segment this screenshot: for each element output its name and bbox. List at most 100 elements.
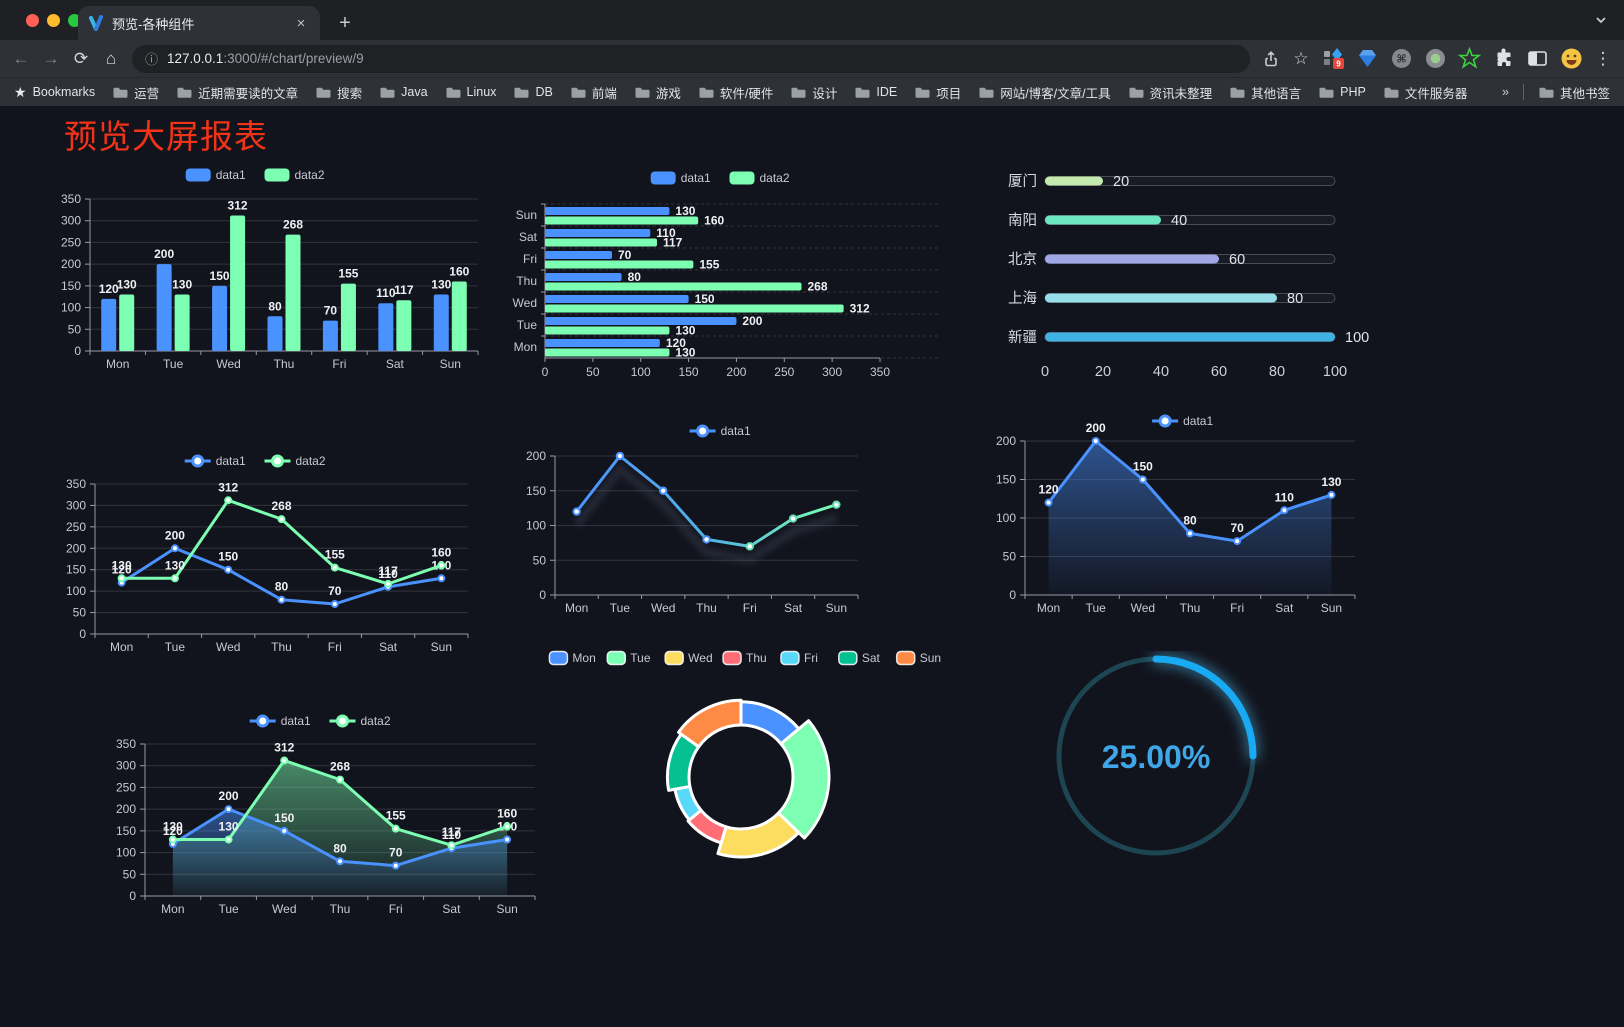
point-data1[interactable] [437, 574, 446, 583]
point-data2[interactable] [168, 835, 177, 844]
pie-sector-Sun[interactable] [677, 698, 743, 749]
pie-sector-Fri[interactable] [673, 784, 703, 822]
pie-sector-Tue[interactable] [776, 719, 831, 840]
pie-sector-Wed[interactable] [716, 811, 801, 859]
bookmark-folder-文件服务器[interactable]: 文件服务器 [1383, 83, 1467, 102]
point-data1[interactable] [659, 486, 668, 495]
hbar-data1-Thu[interactable] [545, 273, 622, 281]
capsule-bar-新疆[interactable] [1045, 332, 1335, 342]
bookmarks-overflow-chevron[interactable]: » [1502, 85, 1509, 99]
point-data2[interactable] [224, 496, 233, 505]
point-data2[interactable] [330, 563, 339, 572]
point-data2[interactable] [437, 561, 446, 570]
hbar-data2-Fri[interactable] [545, 260, 694, 269]
capsule-bar-南阳[interactable] [1045, 215, 1161, 225]
bar-data2-Sat[interactable] [396, 300, 412, 351]
hbar-data2-Mon[interactable] [545, 348, 670, 357]
point-data2[interactable] [336, 775, 344, 784]
point-data1[interactable] [1327, 490, 1336, 499]
hbar-data1-Sun[interactable] [545, 207, 670, 215]
other-bookmarks-folder[interactable]: 其他书签 [1538, 83, 1610, 102]
bookmark-folder-Java[interactable]: Java [379, 85, 428, 99]
hbar-data2-Wed[interactable] [545, 304, 844, 313]
point-data2[interactable] [277, 515, 286, 524]
reload-icon[interactable]: ⟳ [73, 48, 89, 68]
bookmark-folder-近期需要读的文章[interactable]: 近期需要读的文章 [176, 83, 298, 102]
close-window-button[interactable] [26, 14, 39, 27]
bookmark-star-icon[interactable]: ☆ [1293, 48, 1309, 68]
point-data1[interactable] [1186, 529, 1194, 538]
bookmark-folder-其他语言[interactable]: 其他语言 [1229, 83, 1301, 102]
legend-item-data2[interactable]: data2 [264, 454, 326, 468]
bookmark-folder-搜索[interactable]: 搜索 [315, 83, 362, 102]
bar-data2-Wed[interactable] [230, 215, 246, 351]
home-icon[interactable]: ⌂ [105, 48, 117, 68]
capsule-bar-厦门[interactable] [1045, 176, 1103, 186]
bookmark-folder-设计[interactable]: 设计 [790, 83, 837, 102]
bar-data1-Mon[interactable] [101, 298, 117, 351]
legend-item-data2[interactable]: data2 [329, 714, 391, 728]
point-data1[interactable] [1233, 537, 1242, 546]
bar-data1-Thu[interactable] [267, 316, 283, 351]
bookmark-folder-软件/硬件[interactable]: 软件/硬件 [698, 83, 773, 102]
hbar-data1-Wed[interactable] [545, 295, 689, 303]
bookmark-folder-资讯未整理[interactable]: 资讯未整理 [1128, 83, 1212, 102]
new-tab-button[interactable]: + [339, 11, 351, 34]
tab-close-icon[interactable]: × [296, 14, 306, 32]
extension-green-star-icon[interactable] [1456, 46, 1482, 72]
point-data1[interactable] [1138, 475, 1147, 484]
point-data2[interactable] [384, 579, 393, 588]
hbar-data1-Sat[interactable] [545, 229, 651, 237]
bar-data2-Sun[interactable] [451, 281, 467, 351]
back-arrow-icon[interactable]: ← [12, 48, 30, 68]
point-data1[interactable] [788, 514, 798, 523]
legend-item-data1[interactable]: data1 [650, 171, 711, 185]
hbar-data2-Tue[interactable] [545, 326, 670, 335]
point-data1[interactable] [224, 805, 233, 814]
point-data1[interactable] [224, 565, 233, 574]
bookmark-folder-IDE[interactable]: IDE [854, 85, 897, 99]
capsule-bar-北京[interactable] [1045, 254, 1219, 264]
point-data1[interactable] [170, 544, 179, 553]
legend-item-Sat[interactable]: Sat [838, 650, 881, 666]
bookmark-folder-Linux[interactable]: Linux [445, 85, 496, 99]
bar-data2-Thu[interactable] [285, 234, 301, 351]
hbar-data2-Sat[interactable] [545, 238, 657, 247]
bookmark-folder-项目[interactable]: 项目 [914, 83, 961, 102]
bar-data1-Tue[interactable] [156, 264, 172, 351]
legend-item-Fri[interactable]: Fri [780, 650, 818, 666]
point-data2[interactable] [280, 756, 289, 765]
point-data1[interactable] [832, 500, 841, 509]
hbar-data1-Mon[interactable] [545, 339, 660, 347]
point-data1[interactable] [615, 451, 625, 461]
browser-tab[interactable]: 预览-各种组件 × [78, 6, 320, 40]
extension-emoji-icon[interactable] [1558, 46, 1584, 72]
bar-data2-Tue[interactable] [174, 294, 190, 351]
point-data1[interactable] [280, 826, 289, 835]
site-info-icon[interactable]: ⓘ [145, 52, 159, 67]
address-bar[interactable]: ⓘ 127.0.0.1:3000/#/chart/preview/9 [132, 44, 1250, 73]
bar-data1-Fri[interactable] [322, 320, 338, 351]
legend-item-Tue[interactable]: Tue [606, 650, 651, 666]
legend-item-Sun[interactable]: Sun [895, 650, 941, 666]
point-data1[interactable] [391, 861, 400, 870]
bookmark-folder-网站/博客/文章/工具[interactable]: 网站/博客/文章/工具 [978, 83, 1111, 102]
bar-data2-Fri[interactable] [340, 283, 356, 351]
point-data2[interactable] [503, 822, 512, 831]
legend-item-data1[interactable]: data1 [1152, 414, 1213, 428]
point-data2[interactable] [224, 835, 233, 844]
point-data1[interactable] [702, 535, 711, 544]
bookmark-folder-前端[interactable]: 前端 [570, 83, 617, 102]
bookmark-folder-DB[interactable]: DB [513, 85, 553, 99]
point-data1[interactable] [1044, 498, 1053, 507]
browser-menu-icon[interactable]: ⋮ [1594, 48, 1612, 68]
legend-item-Mon[interactable]: Mon [548, 650, 596, 666]
legend-item-data1[interactable]: data1 [249, 714, 311, 728]
bar-data1-Wed[interactable] [212, 285, 228, 351]
point-data2[interactable] [170, 574, 179, 583]
forward-arrow-icon[interactable]: → [42, 48, 60, 68]
legend-item-data2[interactable]: data2 [729, 171, 790, 185]
extensions-puzzle-icon[interactable] [1490, 46, 1516, 72]
legend-item-data1[interactable]: data1 [184, 454, 246, 468]
minimize-window-button[interactable] [47, 14, 60, 27]
